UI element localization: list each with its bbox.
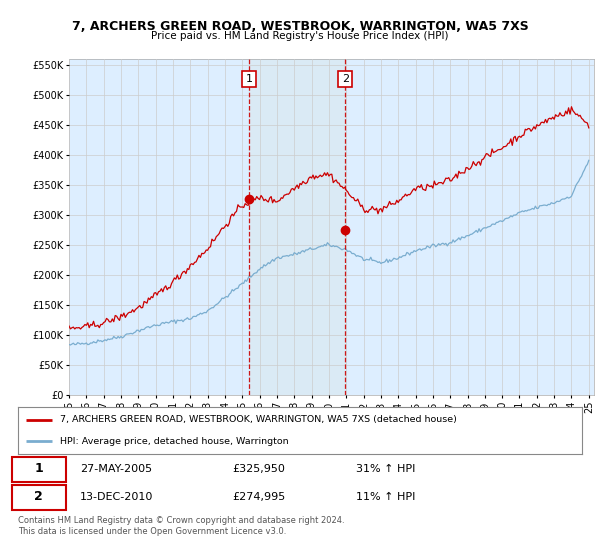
Text: Contains HM Land Registry data © Crown copyright and database right 2024.
This d: Contains HM Land Registry data © Crown c…: [18, 516, 344, 536]
Text: 1: 1: [245, 74, 253, 84]
Text: 2: 2: [34, 490, 43, 503]
FancyBboxPatch shape: [13, 485, 66, 510]
Text: 2: 2: [342, 74, 349, 84]
Text: 11% ↑ HPI: 11% ↑ HPI: [356, 492, 416, 502]
Bar: [249, 59, 346, 395]
Text: 7, ARCHERS GREEN ROAD, WESTBROOK, WARRINGTON, WA5 7XS (detached house): 7, ARCHERS GREEN ROAD, WESTBROOK, WARRIN…: [60, 415, 457, 424]
Text: £274,995: £274,995: [232, 492, 286, 502]
FancyBboxPatch shape: [13, 457, 66, 482]
Text: 1: 1: [34, 462, 43, 475]
Text: HPI: Average price, detached house, Warrington: HPI: Average price, detached house, Warr…: [60, 437, 289, 446]
Text: Price paid vs. HM Land Registry's House Price Index (HPI): Price paid vs. HM Land Registry's House …: [151, 31, 449, 41]
Text: 31% ↑ HPI: 31% ↑ HPI: [356, 464, 416, 474]
Text: 13-DEC-2010: 13-DEC-2010: [80, 492, 154, 502]
Text: £325,950: £325,950: [232, 464, 285, 474]
Text: 7, ARCHERS GREEN ROAD, WESTBROOK, WARRINGTON, WA5 7XS: 7, ARCHERS GREEN ROAD, WESTBROOK, WARRIN…: [71, 20, 529, 32]
Text: 27-MAY-2005: 27-MAY-2005: [80, 464, 152, 474]
